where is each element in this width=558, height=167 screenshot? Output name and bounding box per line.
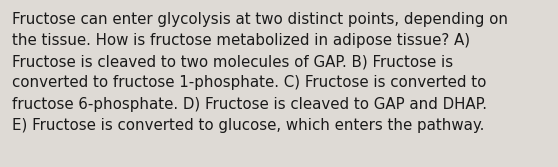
Text: Fructose can enter glycolysis at two distinct points, depending on
the tissue. H: Fructose can enter glycolysis at two dis…: [12, 12, 508, 133]
